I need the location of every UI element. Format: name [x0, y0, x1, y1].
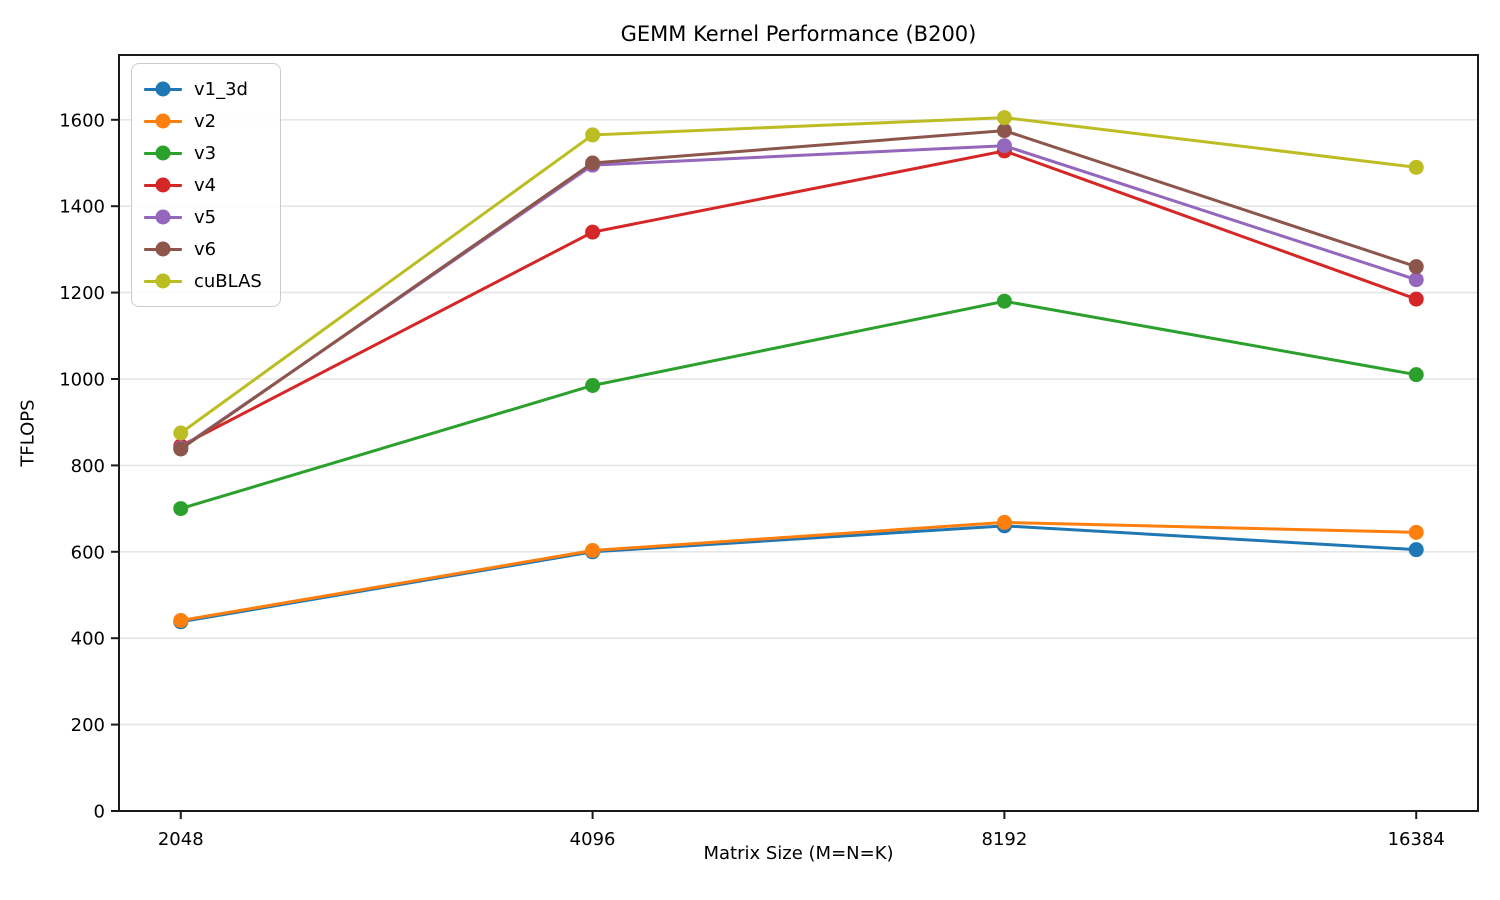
series-marker-v2-8192: [996, 514, 1012, 530]
series-marker-v3-2048: [173, 501, 189, 517]
y-axis-label: TFLOPS: [17, 399, 39, 467]
series-line-v2: [179, 520, 1418, 622]
x-axis-label: Matrix Size (M=N=K): [703, 843, 894, 864]
legend-line-marker-swatch: [144, 113, 182, 129]
series-marker-v1_3d-16384: [1408, 542, 1424, 558]
axes-spines: [118, 54, 1479, 812]
series-marker-v3-4096: [585, 377, 601, 393]
legend-line-marker-swatch: [144, 177, 182, 193]
series-line-v4: [179, 149, 1418, 448]
series-line-v3: [179, 299, 1418, 511]
legend-line-marker-swatch: [144, 145, 182, 161]
legend-label: v1_3d: [194, 78, 248, 100]
legend-label: v2: [194, 110, 217, 132]
y-tick-label-1600: 1600: [59, 110, 105, 131]
legend-item-v5: v5: [144, 201, 262, 233]
legend-label: v5: [194, 206, 217, 228]
x-tick-label-4096: 4096: [570, 829, 616, 850]
series-marker-v6-16384: [1408, 259, 1424, 275]
y-tick-label-800: 800: [71, 456, 105, 477]
series-marker-v2-2048: [173, 612, 189, 628]
series-marker-v6-4096: [585, 155, 601, 171]
series-marker-v4-4096: [585, 224, 601, 240]
x-tick-label-16384: 16384: [1388, 829, 1445, 850]
series-marker-cuBLAS-2048: [173, 425, 189, 441]
legend-line-marker-swatch: [144, 273, 182, 289]
y-tick-label-1400: 1400: [59, 197, 105, 218]
legend-label: v3: [194, 142, 217, 164]
series-marker-cuBLAS-16384: [1408, 159, 1424, 175]
legend-line-marker-swatch: [144, 241, 182, 257]
y-tick-label-200: 200: [71, 715, 105, 736]
legend-item-v2: v2: [144, 105, 262, 137]
series-marker-v4-16384: [1408, 291, 1424, 307]
legend-item-cuBLAS: cuBLAS: [144, 265, 262, 297]
legend-line-marker-swatch: [144, 81, 182, 97]
y-tick-label-1000: 1000: [59, 370, 105, 391]
series-marker-v6-2048: [173, 441, 189, 457]
y-tick-label-1200: 1200: [59, 283, 105, 304]
legend: v1_3d v2 v3 v4 v5 v6 cuBLAS: [131, 63, 281, 307]
y-tick-label-600: 600: [71, 542, 105, 563]
series-marker-v2-4096: [585, 543, 601, 559]
series-marker-v5-16384: [1408, 272, 1424, 288]
legend-label: v6: [194, 238, 217, 260]
y-tick-label-0: 0: [94, 802, 105, 823]
legend-label: v4: [194, 174, 217, 196]
legend-label: cuBLAS: [194, 270, 262, 292]
legend-item-v6: v6: [144, 233, 262, 265]
legend-item-v3: v3: [144, 137, 262, 169]
legend-line-marker-swatch: [144, 209, 182, 225]
series-marker-v6-8192: [996, 123, 1012, 139]
series-line-v1_3d: [179, 524, 1418, 624]
legend-item-v1_3d: v1_3d: [144, 73, 262, 105]
series-marker-cuBLAS-4096: [585, 127, 601, 143]
legend-item-v4: v4: [144, 169, 262, 201]
series-marker-v3-8192: [996, 293, 1012, 309]
series-marker-cuBLAS-8192: [996, 110, 1012, 126]
y-tick-label-400: 400: [71, 629, 105, 650]
series-marker-v3-16384: [1408, 367, 1424, 383]
series-marker-v5-8192: [996, 138, 1012, 154]
x-tick-label-8192: 8192: [982, 829, 1028, 850]
series-marker-v2-16384: [1408, 524, 1424, 540]
series-line-cuBLAS: [179, 116, 1418, 435]
series-line-v6: [179, 129, 1418, 451]
chart-title: GEMM Kernel Performance (B200): [620, 22, 977, 46]
x-tick-label-2048: 2048: [158, 829, 204, 850]
